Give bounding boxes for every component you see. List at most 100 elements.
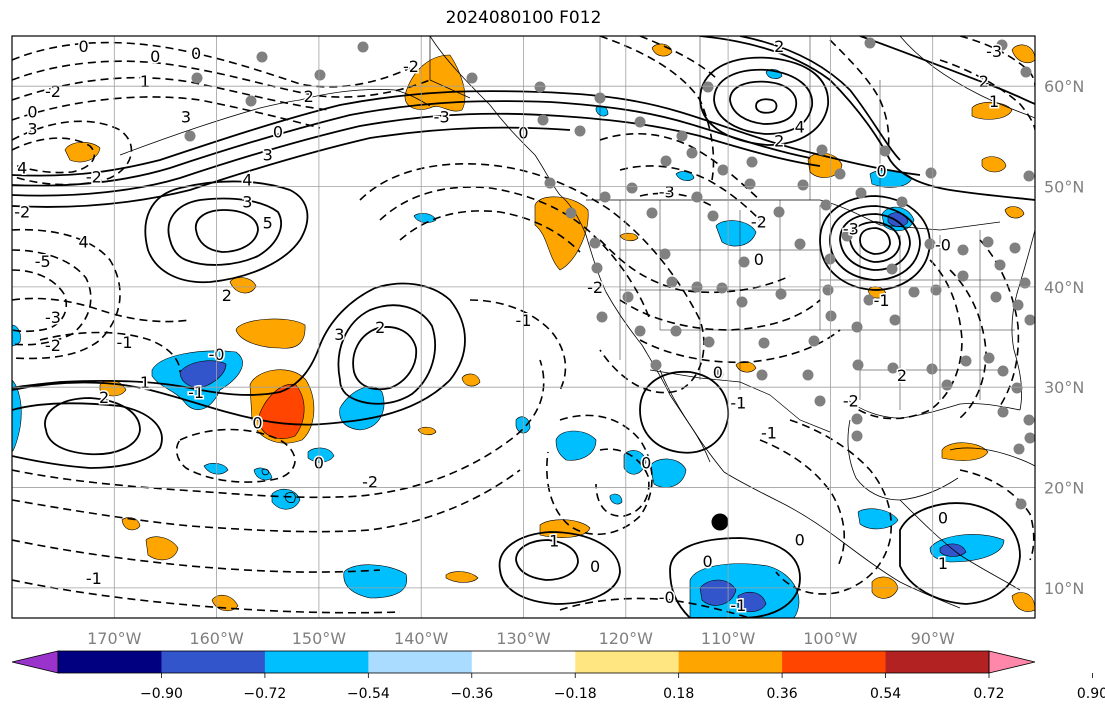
contours-positive <box>12 36 1035 618</box>
station-dot <box>666 276 678 288</box>
station-dot <box>634 116 646 128</box>
station-dot <box>775 288 787 300</box>
shade-tropic-cool-core <box>699 579 737 606</box>
contour-label: 1 <box>140 72 150 91</box>
colorbar-extend-high <box>988 650 1036 674</box>
contour-label: 2 <box>99 388 109 407</box>
contour-label: 3 <box>334 325 344 344</box>
station-dot <box>941 379 953 391</box>
contour-label: 2 <box>979 72 989 91</box>
coast-central-america <box>899 499 1021 591</box>
lon-tick-label: 170°W <box>87 629 142 648</box>
station-dot <box>544 177 556 189</box>
contour-canada-dash-2 <box>619 165 761 221</box>
station-dot <box>686 147 698 159</box>
station-dot <box>660 155 672 167</box>
contour-label: 0 <box>191 44 201 63</box>
lon-tick-label: 110°W <box>701 629 756 648</box>
contour-label: -1 <box>730 393 746 412</box>
state-lines-east <box>820 230 1020 410</box>
station-dot <box>646 207 658 219</box>
lon-tick-label: 150°W <box>292 629 347 648</box>
contour-label: -3 <box>986 42 1002 61</box>
contour-arctic-4 <box>12 96 321 129</box>
station-dot <box>691 191 703 203</box>
colorbar-segment <box>264 651 369 673</box>
contour-ak-dash-2 <box>639 36 719 81</box>
contour-label: -2 <box>45 336 61 355</box>
station-dot <box>670 325 682 337</box>
contour-label: -3 <box>434 107 450 126</box>
shade-tropical-east <box>539 519 591 538</box>
lat-tick-label: 40°N <box>1044 278 1084 297</box>
shade-mexico-cool <box>857 508 899 530</box>
contour-midwest-low-3 <box>839 213 911 271</box>
contour-tropic-east <box>669 537 801 618</box>
shade-hawaii-islands-4 <box>307 447 335 463</box>
coast-cuba <box>949 447 1035 467</box>
contour-label: 3 <box>181 107 191 126</box>
contour-ak-high-4 <box>755 98 778 114</box>
contour-label: 0 <box>590 557 600 576</box>
contour-label: 0 <box>938 509 948 528</box>
contour-label: -2 <box>362 473 378 492</box>
contour-label: 0 <box>641 453 651 472</box>
contour-label: -2 <box>403 57 419 76</box>
contour-label: -1 <box>874 291 890 310</box>
contour-subtrop-dash-4 <box>12 579 401 614</box>
contour-label: 2 <box>897 366 907 385</box>
coastlines <box>119 36 1035 609</box>
shade-east-pacific-cool <box>515 416 531 434</box>
contour-west-low <box>44 397 141 456</box>
contour-gulf-dash-2 <box>759 439 846 567</box>
station-dot <box>594 92 606 104</box>
contour-label: 2 <box>304 87 314 106</box>
station-dot <box>537 114 549 126</box>
latitude-tick-labels: 10°N 20°N 30°N 40°N 50°N 60°N <box>1044 77 1084 598</box>
colorbar-segment <box>368 651 473 673</box>
contour-tropic-2 <box>515 539 579 581</box>
station-dot <box>808 335 820 347</box>
contour-ak-dash-1 <box>599 36 715 181</box>
station-dot <box>717 164 729 176</box>
contour-label: 1 <box>989 92 999 111</box>
contour-label: -2 <box>45 82 61 101</box>
station-dot <box>1020 66 1032 78</box>
station-dot <box>802 369 814 381</box>
station-dot <box>707 210 719 222</box>
contour-label: 2 <box>375 318 385 337</box>
colorbar-tick-label: −0.90 <box>140 686 183 702</box>
shade-mexico-small <box>609 493 623 505</box>
coast-east-us <box>1011 229 1035 411</box>
contour-label: -1 <box>86 569 102 588</box>
contour-nw-low <box>12 120 133 186</box>
contour-label: -5 <box>35 252 51 271</box>
contour-caribbean-dash <box>959 469 1035 561</box>
shade-tropic-cool-core-2 <box>737 591 767 613</box>
station-dot <box>184 130 196 142</box>
contour-subtrop-dash-3 <box>12 539 381 573</box>
lon-tick-label: 140°W <box>394 629 449 648</box>
colorbar-tick-label: −0.72 <box>243 686 286 702</box>
contour-label: 4 <box>242 170 252 189</box>
station-dot <box>1024 432 1035 444</box>
contour-subtrop-high-3 <box>352 326 418 391</box>
station-dot <box>926 363 938 375</box>
contour-label: 2 <box>774 131 784 150</box>
colorbar-tick-label: −0.36 <box>450 686 493 702</box>
station-dot <box>746 156 758 168</box>
lat-tick-label: 20°N <box>1044 479 1084 498</box>
station-dot <box>864 37 876 49</box>
contour-canada-dash-1 <box>599 132 761 201</box>
station-dot <box>1019 277 1031 289</box>
contour-label: -3 <box>45 308 61 327</box>
contour-label: -1 <box>730 596 746 615</box>
lat-tick-label: 60°N <box>1044 77 1084 96</box>
shade-great-plains-cool <box>715 220 757 247</box>
colorbar: −0.90 −0.72 −0.54 −0.36 −0.18 0.18 0.36 0.54 0.7… <box>11 650 1105 702</box>
station-dot <box>886 263 898 275</box>
shade-midwest-cool-core <box>887 212 909 227</box>
shade-small-9 <box>1011 592 1035 612</box>
contour-label: 0 <box>754 250 764 269</box>
